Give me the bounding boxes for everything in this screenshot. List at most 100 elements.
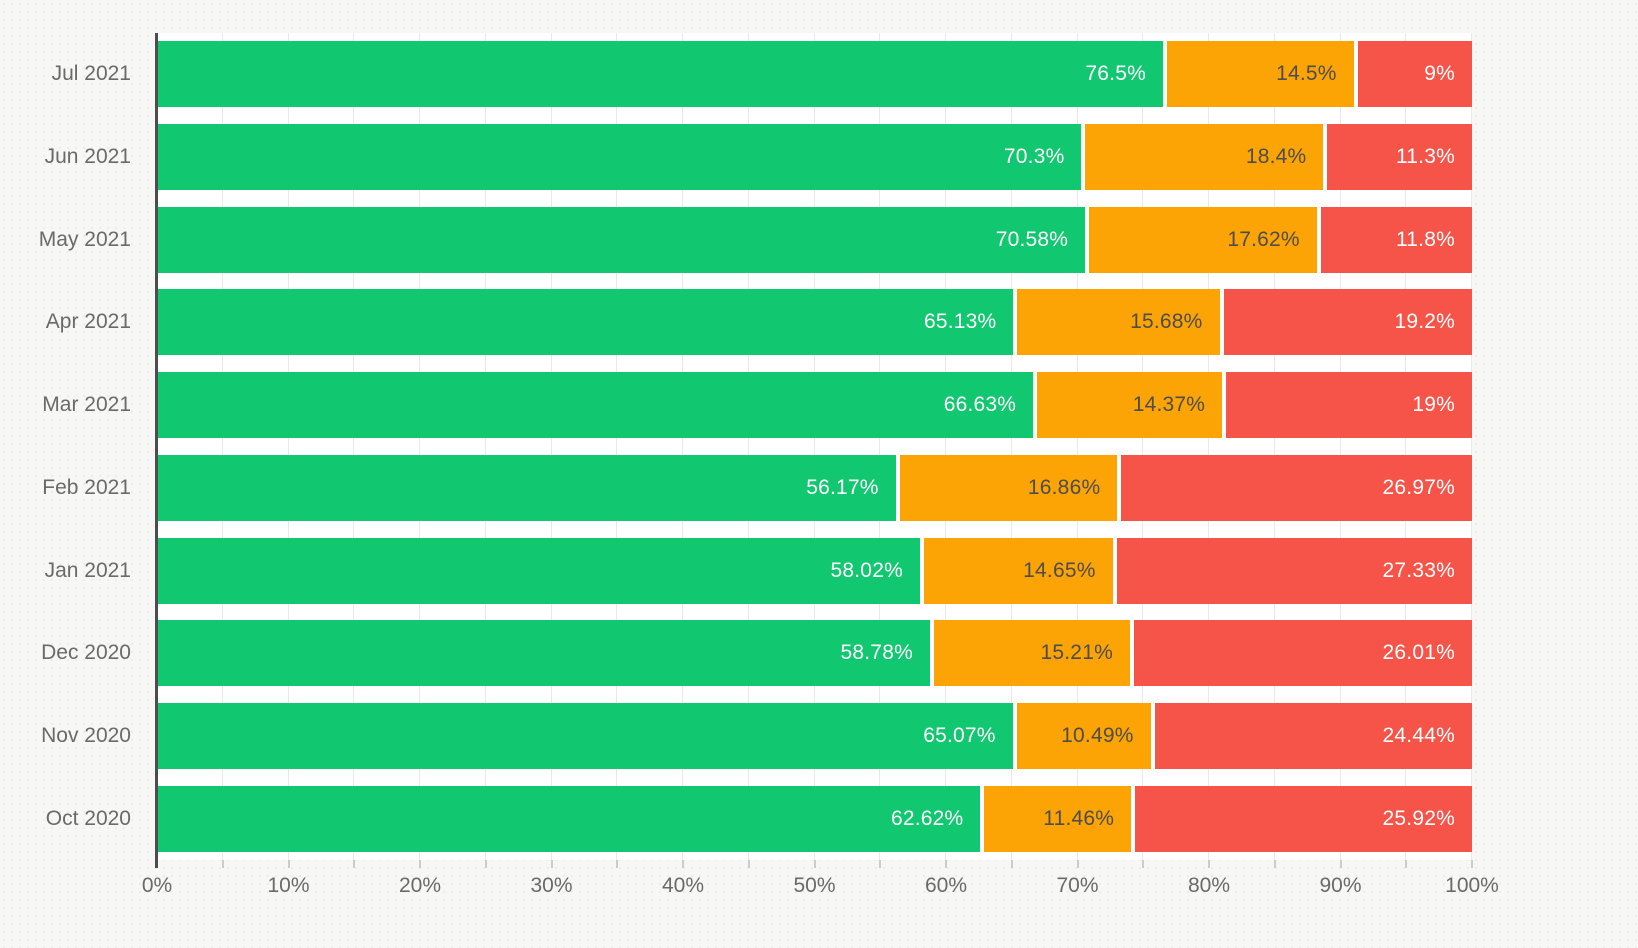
x-axis-tick <box>1339 860 1342 868</box>
x-axis-tick <box>550 860 553 868</box>
bar-segment-label: 17.62% <box>1227 227 1300 251</box>
bar-row: 66.63% 14.37% 19% <box>157 364 1472 447</box>
bar-segment-orange[interactable]: 14.37% <box>1033 372 1223 439</box>
stacked-bar: 56.17% 16.86% 26.97% <box>157 454 1472 521</box>
y-axis-labels: Jul 2021 Jun 2021 May 2021 Apr 2021 Mar 2021… <box>0 33 131 860</box>
bar-segment-label: 14.65% <box>1023 558 1096 582</box>
bar-segment-orange[interactable]: 14.65% <box>919 537 1113 604</box>
bar-segment-orange[interactable]: 16.86% <box>895 454 1118 521</box>
bar-segment-red[interactable]: 27.33% <box>1112 537 1472 604</box>
x-axis-tick <box>484 860 487 868</box>
x-axis-tick <box>747 860 750 868</box>
gridline <box>419 33 420 860</box>
y-axis-line <box>155 33 158 868</box>
gridline <box>1010 33 1012 860</box>
bar-row: 62.62% 11.46% 25.92% <box>157 777 1472 860</box>
x-axis-tick <box>1273 860 1276 868</box>
y-axis-label: Apr 2021 <box>45 310 131 334</box>
x-axis-tick <box>1405 860 1408 868</box>
y-axis-label: Mar 2021 <box>42 393 131 417</box>
bar-segment-label: 11.46% <box>1043 806 1115 830</box>
x-axis-label: 30% <box>530 874 573 897</box>
gridline <box>879 33 881 860</box>
x-axis-tick <box>1076 860 1079 868</box>
bar-segment-orange[interactable]: 10.49% <box>1012 702 1151 769</box>
bar-segment-orange[interactable]: 18.4% <box>1081 124 1324 191</box>
x-axis-tick <box>682 860 684 868</box>
bar-segment-label: 19.2% <box>1394 310 1455 334</box>
bar-segment-green[interactable]: 76.5% <box>157 41 1163 108</box>
bar-segment-red[interactable]: 19% <box>1222 372 1472 439</box>
y-axis-label: Jul 2021 <box>51 62 131 86</box>
stacked-bar: 66.63% 14.37% 19% <box>157 372 1472 439</box>
gridline <box>1273 33 1275 860</box>
x-axis-label: 10% <box>267 874 310 897</box>
bar-segment-label: 19% <box>1412 393 1455 417</box>
bar-segment-red[interactable]: 26.97% <box>1117 454 1472 521</box>
bar-segment-label: 9% <box>1424 62 1455 86</box>
bar-segment-green[interactable]: 56.17% <box>157 454 896 521</box>
stacked-bar: 62.62% 11.46% 25.92% <box>157 785 1472 852</box>
bar-segment-green[interactable]: 65.13% <box>157 289 1014 356</box>
bar-segment-label: 18.4% <box>1245 145 1307 169</box>
bar-segment-green[interactable]: 70.3% <box>157 124 1082 191</box>
x-axis-tick <box>287 860 290 868</box>
stacked-bar: 70.58% 17.62% 11.8% <box>157 206 1472 273</box>
bar-segment-orange[interactable]: 14.5% <box>1162 41 1354 108</box>
bar-segment-red[interactable]: 24.44% <box>1150 702 1472 769</box>
bar-segment-label: 15.68% <box>1130 310 1203 334</box>
x-axis-label: 70% <box>1056 874 1099 897</box>
y-axis-label: May 2021 <box>38 227 131 251</box>
bar-segment-red[interactable]: 19.2% <box>1219 289 1472 356</box>
bar-segment-green[interactable]: 58.78% <box>157 620 930 687</box>
plot-area: 76.5% 14.5% 9% 70.3% 18.4% 11.3% 70.58% 17.62% 1… <box>157 33 1472 860</box>
gridline <box>616 33 618 860</box>
bar-segment-green[interactable]: 66.63% <box>157 372 1034 439</box>
x-axis-labels: 0% 10% 20% 30% 40% 50% 60% 70% 80% 90% 100% <box>142 874 1499 904</box>
bar-segment-label: 15.21% <box>1040 641 1113 665</box>
bar-segment-red[interactable]: 11.3% <box>1323 124 1472 191</box>
bar-segment-label: 25.92% <box>1382 806 1455 830</box>
x-axis-tick <box>353 860 356 868</box>
bar-segment-label: 70.3% <box>1003 145 1065 169</box>
bar-row: 70.58% 17.62% 11.8% <box>157 198 1472 281</box>
x-axis-tick-marks <box>157 860 1473 868</box>
bar-segment-green[interactable]: 70.58% <box>157 206 1086 273</box>
x-axis-tick <box>616 860 619 868</box>
bar-segment-orange[interactable]: 15.21% <box>929 620 1130 687</box>
gridline <box>1142 33 1144 860</box>
bar-segment-label: 62.62% <box>891 806 964 830</box>
stacked-bar: 76.5% 14.5% 9% <box>157 41 1472 108</box>
bar-segment-label: 11.3% <box>1395 145 1455 169</box>
x-axis-label: 0% <box>141 874 173 897</box>
gridline <box>813 33 815 860</box>
x-axis-tick <box>945 860 947 868</box>
gridline <box>1076 33 1078 860</box>
bar-segment-label: 10.49% <box>1061 723 1134 747</box>
gridline <box>1471 33 1472 860</box>
bar-segment-green[interactable]: 62.62% <box>157 785 981 852</box>
bar-segment-label: 65.07% <box>923 723 996 747</box>
gridline <box>550 33 552 860</box>
bar-segment-label: 66.63% <box>943 393 1017 417</box>
y-axis-label: Nov 2020 <box>41 723 131 747</box>
bar-segment-red[interactable]: 26.01% <box>1129 620 1472 687</box>
bar-segment-red[interactable]: 25.92% <box>1131 785 1472 852</box>
gridline <box>747 33 749 860</box>
bar-segment-orange[interactable]: 11.46% <box>980 785 1132 852</box>
bar-segment-red[interactable]: 11.8% <box>1316 206 1472 273</box>
bar-segment-green[interactable]: 58.02% <box>157 537 920 604</box>
bar-segment-green[interactable]: 65.07% <box>157 702 1013 769</box>
bar-row: 58.02% 14.65% 27.33% <box>157 529 1472 612</box>
bar-segment-label: 70.58% <box>995 227 1069 251</box>
gridline <box>1405 33 1407 860</box>
gridline <box>682 33 683 860</box>
bar-segment-label: 65.13% <box>923 310 997 334</box>
bar-segment-orange[interactable]: 15.68% <box>1013 289 1220 356</box>
bar-segment-red[interactable]: 9% <box>1353 41 1472 108</box>
gridline <box>1208 33 1209 860</box>
x-axis-tick <box>419 860 421 868</box>
bar-row: 58.78% 15.21% 26.01% <box>157 612 1472 695</box>
bar-segment-orange[interactable]: 17.62% <box>1085 206 1317 273</box>
